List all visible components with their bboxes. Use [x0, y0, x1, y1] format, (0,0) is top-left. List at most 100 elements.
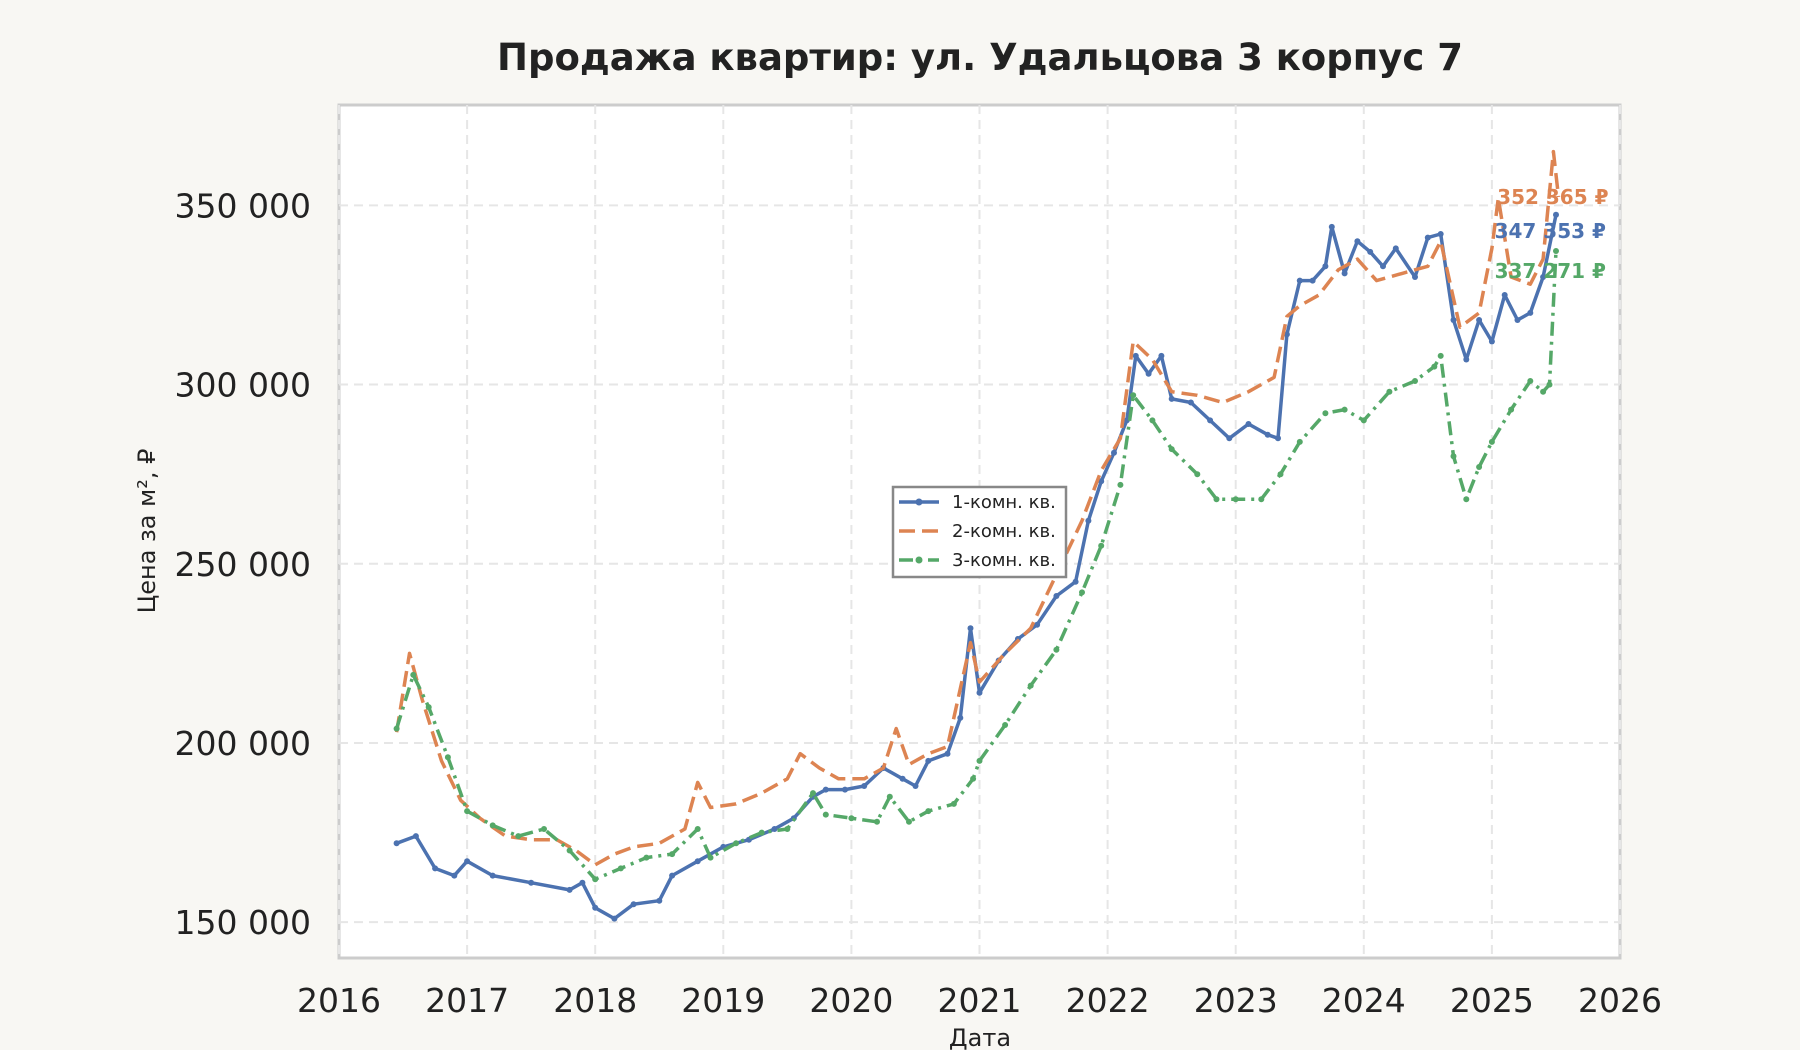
series-point-1: [1540, 274, 1547, 280]
series-point-1: [1514, 317, 1521, 323]
series-point-1: [1450, 317, 1457, 323]
series-point-3: [1117, 481, 1124, 488]
series-point-1: [1354, 238, 1361, 245]
series-point-3: [1079, 589, 1085, 596]
y-tick-label: 250 000: [175, 545, 311, 584]
series-point-3: [541, 826, 547, 832]
y-tick-label: 200 000: [175, 724, 311, 763]
x-tick-label: 2017: [425, 981, 509, 1020]
y-tick-label: 150 000: [175, 903, 311, 942]
series-point-3: [822, 811, 829, 818]
series-point-3: [1463, 496, 1470, 503]
series-point-1: [771, 826, 778, 832]
series-point-3: [410, 671, 417, 678]
chart-title: Продажа квартир: ул. Удальцова 3 корпус …: [497, 36, 1463, 79]
series-point-3: [515, 833, 522, 840]
series-point-3: [1341, 406, 1348, 413]
end-value-label: 337 271 ₽: [1495, 259, 1606, 283]
series-point-3: [1360, 417, 1367, 424]
series-point-3: [425, 704, 432, 711]
series-point-3: [393, 725, 400, 732]
series-point-3: [707, 854, 714, 861]
series-point-1: [1098, 478, 1105, 485]
series-point-3: [733, 840, 740, 847]
series-point-1: [1476, 317, 1483, 323]
series-point-3: [1553, 248, 1559, 254]
series-point-3: [925, 808, 932, 815]
y-tick-label: 350 000: [175, 186, 311, 225]
series-point-1: [1527, 309, 1534, 316]
series-point-3: [444, 754, 451, 761]
series-point-1: [1132, 352, 1139, 359]
series-point-1: [592, 904, 599, 911]
y-tick-label: 300 000: [175, 366, 311, 405]
series-point-1: [393, 840, 400, 847]
x-tick-label: 2021: [938, 981, 1022, 1020]
x-tick-label: 2026: [1578, 981, 1662, 1020]
series-point-1: [1245, 421, 1252, 427]
series-point-1: [1226, 435, 1233, 442]
series-point-3: [970, 775, 977, 782]
series-point-1: [1034, 621, 1041, 628]
series-point-1: [925, 757, 932, 764]
series-point-1: [912, 783, 919, 789]
series-point-1: [412, 833, 419, 840]
x-tick-label: 2020: [809, 981, 893, 1020]
series-point-1: [630, 901, 637, 908]
series-point-3: [1476, 464, 1483, 470]
x-tick-label: 2022: [1066, 981, 1150, 1020]
series-point-1: [899, 775, 906, 782]
series-point-3: [976, 757, 983, 764]
series-point-3: [758, 829, 765, 836]
series-point-3: [1540, 388, 1547, 395]
series-point-3: [592, 876, 599, 883]
series-point-1: [1501, 292, 1508, 298]
series-point-3: [1168, 446, 1175, 453]
series-point-1: [1168, 395, 1175, 402]
series-point-1: [1158, 352, 1165, 359]
series-point-1: [1207, 417, 1214, 424]
x-tick-label: 2019: [681, 981, 765, 1020]
series-point-3: [489, 822, 496, 829]
series-point-3: [464, 808, 471, 815]
series-point-1: [1085, 517, 1092, 524]
series-point-1: [1463, 356, 1470, 363]
series-point-1: [528, 879, 535, 886]
series-point-1: [1367, 248, 1374, 255]
series-point-1: [1053, 593, 1060, 599]
series-point-1: [1328, 223, 1335, 230]
series-group: [393, 149, 1561, 922]
series-point-1: [1283, 331, 1290, 338]
series-point-3: [1431, 363, 1438, 370]
series-point-3: [886, 793, 893, 800]
legend: 1-комн. кв. 2-комн. кв. 3-комн. кв.: [891, 485, 1068, 579]
series-point-3: [1488, 438, 1495, 445]
series-point-1: [976, 689, 983, 696]
tick-labels: 2016 2017 2018 2019 2020 2021 2022 2023 2024 2025…: [175, 186, 1662, 1020]
series-point-1: [967, 625, 974, 632]
end-value-label: 347 353 ₽: [1495, 219, 1606, 243]
x-tick-label: 2025: [1450, 981, 1534, 1020]
legend-label: 2-комн. кв.: [952, 521, 1056, 542]
legend-label: 3-комн. кв.: [952, 550, 1056, 571]
series-point-1: [1275, 435, 1281, 442]
series-point-1: [1322, 263, 1329, 270]
series-point-1: [1072, 578, 1079, 585]
series-point-3: [874, 818, 880, 825]
series-point-3: [1194, 471, 1201, 478]
series-point-1: [669, 872, 676, 879]
series-point-3: [784, 826, 791, 832]
end-value-label: 352 365 ₽: [1497, 185, 1608, 209]
legend-marker: [915, 556, 923, 564]
series-point-1: [694, 858, 701, 865]
series-point-1: [822, 786, 829, 793]
series-point-3: [1130, 392, 1137, 399]
series-point-1: [1111, 449, 1117, 456]
series-point-1: [489, 872, 496, 879]
x-tick-label: 2016: [297, 981, 381, 1020]
series-point-3: [1277, 471, 1284, 478]
series-point-3: [1053, 646, 1060, 653]
series-point-3: [1258, 496, 1265, 503]
series-point-1: [1187, 399, 1194, 406]
